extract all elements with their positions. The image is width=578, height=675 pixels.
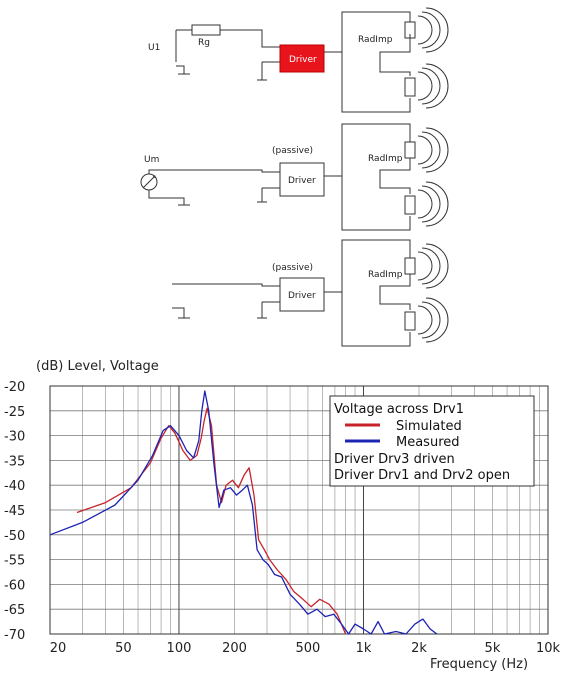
series-line-simulated [76,407,347,635]
y-tick-label: -60 [4,578,25,593]
circuit-schematic: U1 Rg Driver RadImp Um [140,7,449,347]
y-tick-label: -35 [4,454,25,469]
x-tick-labels: 20 50 100 200 500 1k 2k 5k 10k [50,641,561,656]
radimp-resistor-2b [404,195,416,215]
radimp-label-2: RadImp [368,154,403,164]
legend: Voltage across Drv1 Simulated Measured D… [329,395,535,487]
y-tick-label: -50 [4,529,25,544]
x-tick-label: 100 [167,641,192,656]
x-tick-label: 10k [536,641,561,656]
y-tick-label: -25 [4,405,25,420]
resistor-label-rg: Rg [198,38,210,48]
circuit-2: Um (passive) Driver RadImp [140,123,449,231]
driver-box-3 [279,277,325,312]
y-tick-label: -55 [4,554,25,569]
frequency-response-chart: (dB) Level, Voltage -20 -25 -30 -35 -40 -45 -5… [4,359,561,672]
speaker-waves-3a [417,243,449,289]
y-tick-label: -40 [4,479,25,494]
x-tick-label: 1k [356,641,372,656]
legend-label-simulated: Simulated [396,419,462,434]
radimp-resistor-3a [404,257,416,275]
x-tick-label: 2k [411,641,427,656]
legend-note-1: Driver Drv3 driven [334,452,455,467]
x-tick-label: 20 [50,641,67,656]
legend-note-2: Driver Drv1 and Drv2 open [334,468,510,483]
driver-box-2 [279,162,325,197]
passive-label-3: (passive) [272,263,313,273]
radimp-resistor-1b [404,77,416,97]
x-tick-label: 200 [222,641,247,656]
series-line-measured [49,390,438,635]
legend-label-measured: Measured [396,435,460,450]
speaker-waves-3b [417,297,449,343]
speaker-waves-1b [417,63,449,109]
radimp-label-3: RadImp [368,270,403,280]
speaker-waves-2a [417,127,449,173]
driver-label-1: Driver [289,55,317,65]
y-tick-label: -65 [4,603,25,618]
x-tick-label: 50 [115,641,132,656]
legend-title: Voltage across Drv1 [334,402,464,417]
x-axis-label: Frequency (Hz) [430,657,528,672]
x-tick-label: 5k [485,641,501,656]
y-tick-label: -30 [4,430,25,445]
x-tick-label: 500 [296,641,321,656]
driven-driver-box [279,44,325,73]
y-tick-labels: -20 -25 -30 -35 -40 -45 -50 -55 -60 -65 -70 [4,380,25,643]
driver-label-3: Driver [288,291,316,301]
radimp-resistor-3b [404,311,416,331]
resistor-rg [191,24,221,36]
y-tick-label: -45 [4,504,25,519]
speaker-waves-2b [417,181,449,227]
driver-label-2: Driver [288,176,316,186]
passive-label-2: (passive) [272,146,313,156]
plot-frame [49,385,549,635]
y-tick-label: -20 [4,380,25,395]
radimp-resistor-1a [404,21,416,39]
series-layer [49,390,438,635]
source-label-u1: U1 [148,43,160,53]
speaker-waves-1a [417,7,449,53]
circuit-3: (passive) Driver RadImp [172,239,449,347]
y-tick-label: -70 [4,628,25,643]
source-label-um: Um [144,155,159,165]
chart-title: (dB) Level, Voltage [36,359,159,374]
radimp-label-1: RadImp [358,35,393,45]
radimp-resistor-2a [404,141,416,159]
circuit-1: U1 Rg Driver RadImp [148,7,449,113]
